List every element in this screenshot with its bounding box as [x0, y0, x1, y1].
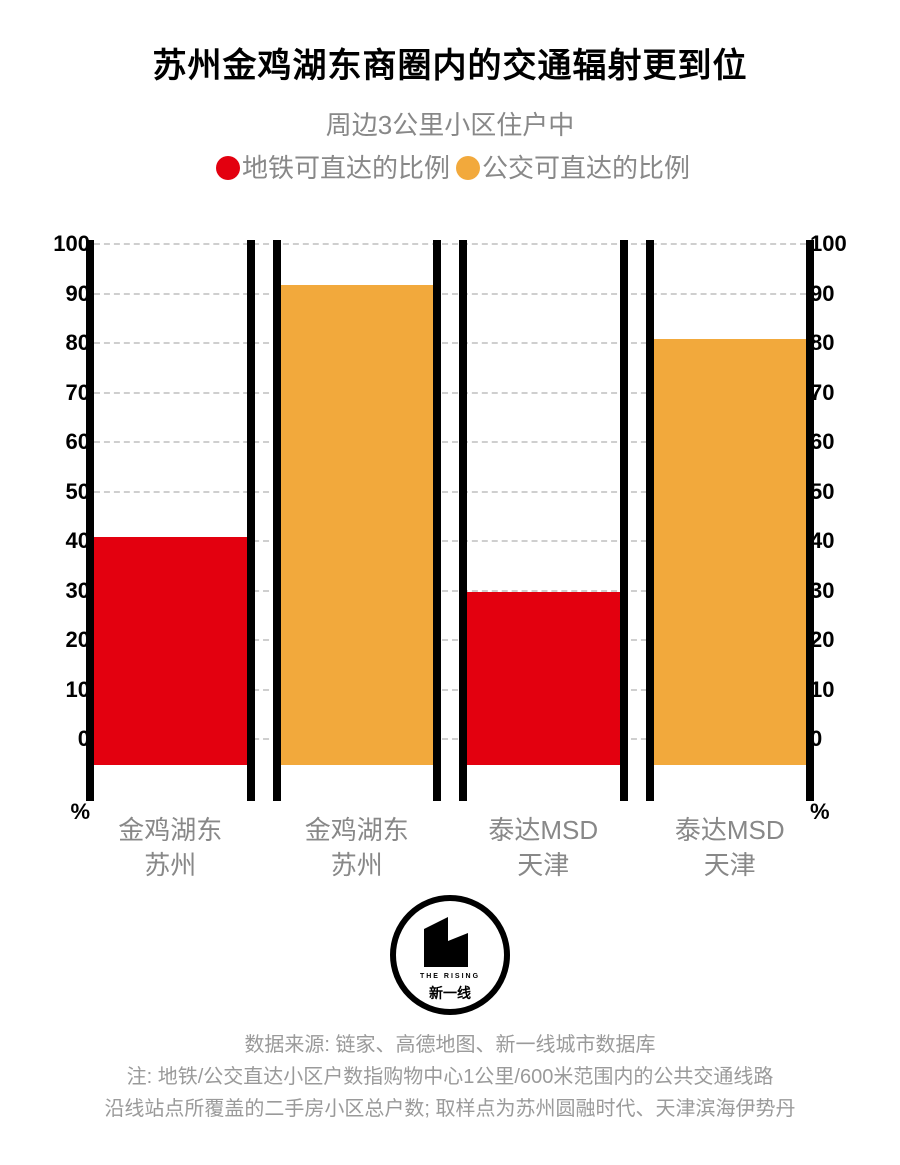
logo-wrap: THE RISING 新一线	[0, 895, 900, 1015]
bar-slot: 金鸡湖东苏州	[94, 245, 247, 765]
y-unit-right: %	[810, 799, 860, 825]
y-unit-left: %	[40, 799, 90, 825]
ytick-left: 100	[40, 231, 90, 257]
chart-subtitle: 周边3公里小区住户中	[0, 105, 900, 142]
bars-container: 金鸡湖东苏州金鸡湖东苏州泰达MSD天津泰达MSD天津	[94, 245, 806, 765]
footnotes: 数据来源: 链家、高德地图、新一线城市数据库 注: 地铁/公交直达小区户数指购物…	[40, 1029, 860, 1125]
ytick-right: 70	[810, 380, 860, 406]
ytick-right: 80	[810, 330, 860, 356]
bar-slot: 泰达MSD天津	[654, 245, 807, 765]
category-label: 金鸡湖东苏州	[271, 813, 444, 883]
footnote-note-2: 沿线站点所覆盖的二手房小区总户数; 取样点为苏州圆融时代、天津滨海伊势丹	[40, 1093, 860, 1125]
plot-area: 0010102020303040405050606070708080909010…	[94, 245, 806, 765]
legend-label-bus: 公交可直达的比例	[482, 153, 690, 183]
ytick-right: 50	[810, 479, 860, 505]
ytick-left: 30	[40, 578, 90, 604]
bar-fill	[654, 339, 807, 765]
ytick-left: 0	[40, 726, 90, 752]
ytick-right: 20	[810, 627, 860, 653]
legend-dot-bus	[456, 156, 480, 180]
publisher-logo: THE RISING 新一线	[390, 895, 510, 1015]
ytick-right: 60	[810, 429, 860, 455]
bar-fill	[467, 592, 620, 765]
bar-slot: 泰达MSD天津	[467, 245, 620, 765]
bar-border-right	[433, 240, 441, 801]
bar-fill	[281, 285, 434, 765]
bar-border-left	[273, 240, 281, 801]
logo-text-main: 新一线	[396, 983, 504, 1003]
logo-text-small: THE RISING	[396, 973, 504, 980]
bar-border-right	[247, 240, 255, 801]
ytick-left: 20	[40, 627, 90, 653]
ytick-left: 60	[40, 429, 90, 455]
bar-border-left	[86, 240, 94, 801]
bar-border-left	[459, 240, 467, 801]
logo-mark-icon	[418, 917, 482, 971]
bar-border-right	[806, 240, 814, 801]
legend-dot-metro	[216, 156, 240, 180]
ytick-left: 80	[40, 330, 90, 356]
ytick-right: 40	[810, 528, 860, 554]
bar-slot: 金鸡湖东苏州	[281, 245, 434, 765]
footnote-source: 数据来源: 链家、高德地图、新一线城市数据库	[40, 1029, 860, 1061]
ytick-left: 10	[40, 677, 90, 703]
bar-border-right	[620, 240, 628, 801]
chart-title: 苏州金鸡湖东商圈内的交通辐射更到位	[0, 0, 900, 87]
category-label: 金鸡湖东苏州	[84, 813, 257, 883]
ytick-left: 50	[40, 479, 90, 505]
category-label: 泰达MSD天津	[457, 813, 630, 883]
chart: 0010102020303040405050606070708080909010…	[40, 245, 860, 805]
ytick-right: 30	[810, 578, 860, 604]
footnote-note-1: 注: 地铁/公交直达小区户数指购物中心1公里/600米范围内的公共交通线路	[40, 1061, 860, 1093]
ytick-left: 90	[40, 281, 90, 307]
ytick-right: 100	[810, 231, 860, 257]
bar-fill	[94, 537, 247, 765]
legend: 地铁可直达的比例 公交可直达的比例	[0, 148, 900, 185]
ytick-right: 90	[810, 281, 860, 307]
ytick-left: 70	[40, 380, 90, 406]
ytick-left: 40	[40, 528, 90, 554]
category-label: 泰达MSD天津	[644, 813, 817, 883]
bar-border-left	[646, 240, 654, 801]
legend-label-metro: 地铁可直达的比例	[242, 153, 450, 183]
ytick-right: 10	[810, 677, 860, 703]
ytick-right: 0	[810, 726, 860, 752]
